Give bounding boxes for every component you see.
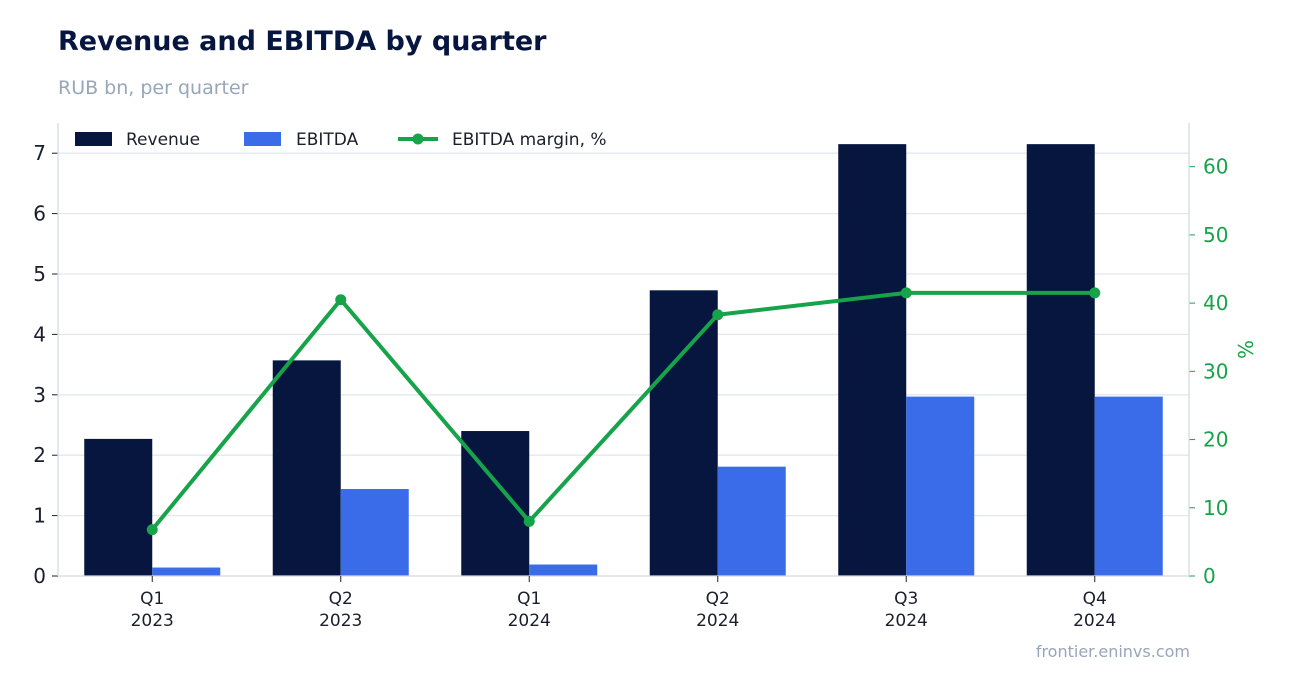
y2-tick-label: 60 — [1203, 155, 1228, 179]
bars — [84, 144, 1163, 576]
y2-axis-title: % — [1234, 340, 1258, 359]
axes — [52, 123, 1195, 582]
x-tick-label-year: 2024 — [508, 611, 551, 631]
legend-swatch-revenue — [75, 132, 112, 146]
y-tick-label: 5 — [33, 262, 46, 286]
margin-point — [712, 309, 724, 321]
ebitda-bar — [529, 564, 598, 576]
y2-tick-label: 0 — [1203, 564, 1216, 588]
x-tick-label-quarter: Q1 — [140, 589, 164, 609]
y-tick-label: 1 — [33, 504, 46, 528]
legend-label-ebitda: EBITDA — [296, 130, 359, 150]
margin-point — [1089, 287, 1101, 299]
revenue-bar — [84, 438, 153, 576]
ebitda-bar — [152, 567, 221, 576]
revenue-bar — [272, 360, 341, 576]
ebitda-bar — [906, 396, 975, 576]
x-tick-label-quarter: Q3 — [894, 589, 918, 609]
revenue-bar — [649, 290, 718, 576]
x-tick-label-year: 2024 — [1073, 611, 1116, 631]
revenue-bar — [1026, 144, 1095, 576]
x-tick-label-quarter: Q4 — [1083, 589, 1107, 609]
y-tick-label: 2 — [33, 443, 46, 467]
y-tick-label: 4 — [33, 322, 46, 346]
y2-tick-label: 50 — [1203, 223, 1228, 247]
y2-tick-label: 30 — [1203, 359, 1228, 383]
margin-point — [335, 294, 347, 306]
y-tick-label: 7 — [33, 141, 46, 165]
legend-swatch-ebitda — [244, 132, 281, 146]
ebitda-bar — [340, 489, 409, 576]
margin-point — [146, 524, 158, 536]
x-tick-label-quarter: Q2 — [329, 589, 353, 609]
x-tick-label-year: 2024 — [696, 611, 739, 631]
legend-label-margin: EBITDA margin, % — [452, 130, 607, 150]
revenue-bar — [838, 144, 907, 576]
margin-point — [523, 515, 535, 527]
legend: Revenue EBITDA EBITDA margin, % — [75, 130, 607, 150]
x-tick-label-quarter: Q2 — [706, 589, 730, 609]
grid-lines — [58, 152, 1189, 517]
tick-labels: 012345670102030405060%Q12023Q22023Q12024… — [33, 141, 1258, 631]
chart-subtitle: RUB bn, per quarter — [58, 77, 249, 99]
ebitda-bar — [717, 466, 786, 576]
margin-point — [900, 287, 912, 299]
source-label: frontier.eninvs.com — [1035, 642, 1190, 661]
legend-label-revenue: Revenue — [126, 130, 200, 150]
y2-tick-label: 40 — [1203, 291, 1228, 315]
margin-line — [146, 287, 1101, 536]
x-tick-label-quarter: Q1 — [517, 589, 541, 609]
y2-tick-label: 20 — [1203, 428, 1228, 452]
ebitda-bar — [1094, 396, 1163, 576]
legend-marker-margin — [412, 133, 424, 145]
y-tick-label: 3 — [33, 383, 46, 407]
x-tick-label-year: 2023 — [131, 611, 174, 631]
x-tick-label-year: 2023 — [319, 611, 362, 631]
y-tick-label: 6 — [33, 202, 46, 226]
chart-title: Revenue and EBITDA by quarter — [58, 26, 547, 57]
margin-series-line — [150, 290, 1095, 531]
y2-tick-label: 10 — [1203, 496, 1228, 520]
x-tick-label-year: 2024 — [885, 611, 928, 631]
y-tick-label: 0 — [33, 564, 46, 588]
